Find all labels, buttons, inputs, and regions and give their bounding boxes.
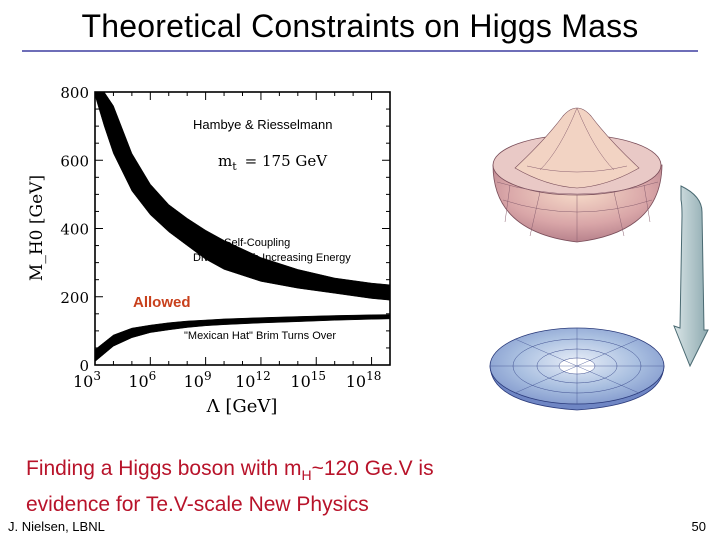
self-coupling-line2: Diverges with Increasing Energy xyxy=(193,252,351,264)
mexican-hat-annotation: "Mexican Hat" Brim Turns Over xyxy=(184,330,336,342)
x-tick-label: 1018 xyxy=(346,369,382,391)
higgs-mass-chart: 0 200 400 600 800 103 106 109 1012 1015 1018 M_H0… xyxy=(27,84,709,417)
x-tick-label: 1012 xyxy=(235,369,271,391)
curved-down-arrow-icon xyxy=(673,185,709,368)
x-tick-label: 106 xyxy=(128,369,156,391)
y-tick-label: 400 xyxy=(60,221,89,239)
y-tick-label: 800 xyxy=(60,84,89,102)
x-tick-label: 1015 xyxy=(290,369,326,391)
y-axis-title: M_H0 [GeV] xyxy=(27,175,47,281)
conclusion-line1-post: ~120 Ge.V is xyxy=(311,457,434,480)
source-annotation: Hambye & Riesselmann xyxy=(193,117,332,132)
self-coupling-line1: Higgs Self-Coupling xyxy=(193,237,290,249)
y-tick-label: 200 xyxy=(60,289,89,307)
allowed-label: Allowed xyxy=(133,294,191,311)
x-tick-label: 109 xyxy=(184,369,212,391)
mt-symbol: m xyxy=(218,152,232,170)
conclusion-line2: evidence for Te.V-scale New Physics xyxy=(26,493,369,517)
mt-subscript: t xyxy=(232,160,237,173)
mexican-hat-potential-icon xyxy=(492,107,663,243)
page-number: 50 xyxy=(691,519,706,534)
x-tick-label: 103 xyxy=(73,369,101,391)
conclusion-line1-pre: Finding a Higgs boson with m xyxy=(26,457,302,480)
conclusion-subscript: H xyxy=(301,467,312,484)
mt-annotation: mt = 175 GeV xyxy=(218,152,328,173)
slide-title: Theoretical Constraints on Higgs Mass xyxy=(81,8,639,44)
y-tick-label: 600 xyxy=(60,152,89,170)
flat-bowl-potential-icon xyxy=(489,327,665,411)
title-underline xyxy=(22,50,698,52)
y-tick-label: 0 xyxy=(79,357,89,375)
conclusion-text: Finding a Higgs boson with mH~120 Ge.V i… xyxy=(26,454,546,520)
mt-value: = 175 GeV xyxy=(245,152,329,170)
x-axis-title: Λ [GeV] xyxy=(206,396,278,417)
author-footer: J. Nielsen, LBNL xyxy=(8,519,105,534)
